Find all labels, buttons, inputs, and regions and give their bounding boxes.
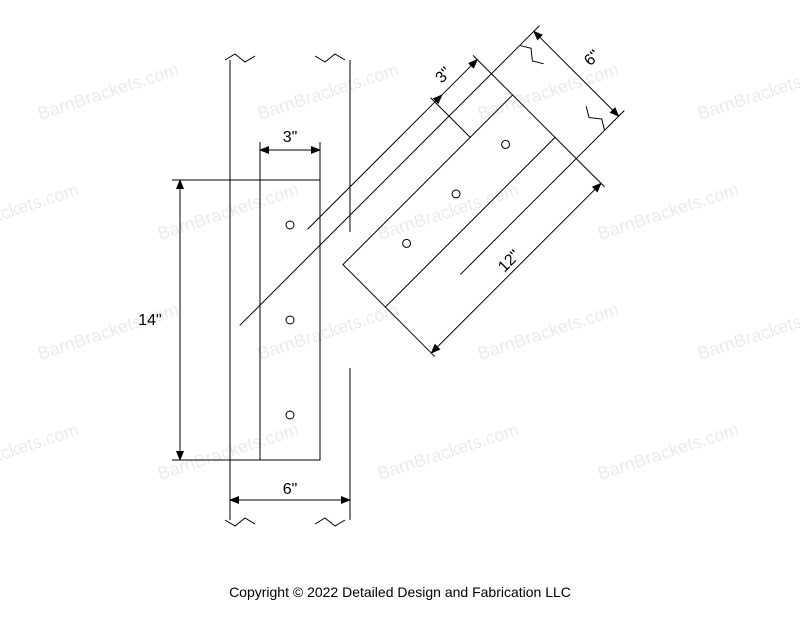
watermark-text: BarnBrackets.com [35,59,181,123]
svg-text:14": 14" [138,312,161,329]
watermark-text: BarnBrackets.com [375,179,521,243]
watermark-layer: BarnBrackets.com BarnBrackets.com BarnBrac… [0,59,800,483]
watermark-text: BarnBrackets.com [375,419,521,483]
watermark-text: BarnBrackets.com [475,299,621,363]
watermark-text: BarnBrackets.com [255,59,401,123]
watermark-text: BarnBrackets.com [255,299,401,363]
watermark-text: BarnBrackets.com [0,419,81,483]
dim-vertical-post-w: 6" [230,481,350,520]
watermark-text: BarnBrackets.com [155,179,301,243]
svg-text:3": 3" [283,129,298,146]
watermark-text: BarnBrackets.com [475,59,621,123]
drawing-canvas: BarnBrackets.com BarnBrackets.com BarnBrac… [0,0,800,618]
copyright-text: Copyright © 2022 Detailed Design and Fab… [0,584,800,600]
watermark-text: BarnBrackets.com [695,59,800,123]
vertical-plate [260,180,320,460]
dim-diag-plate-w: 3" [433,64,455,86]
dim-diag-length: 12" [495,247,524,276]
watermark-text: BarnBrackets.com [695,299,800,363]
watermark-text: BarnBrackets.com [595,419,741,483]
svg-text:6": 6" [283,481,298,498]
watermark-text: BarnBrackets.com [595,179,741,243]
dim-vertical-plate-w: 3" [260,129,320,180]
watermark-text: BarnBrackets.com [35,299,181,363]
watermark-text: BarnBrackets.com [0,179,81,243]
watermark-text: BarnBrackets.com [155,419,301,483]
